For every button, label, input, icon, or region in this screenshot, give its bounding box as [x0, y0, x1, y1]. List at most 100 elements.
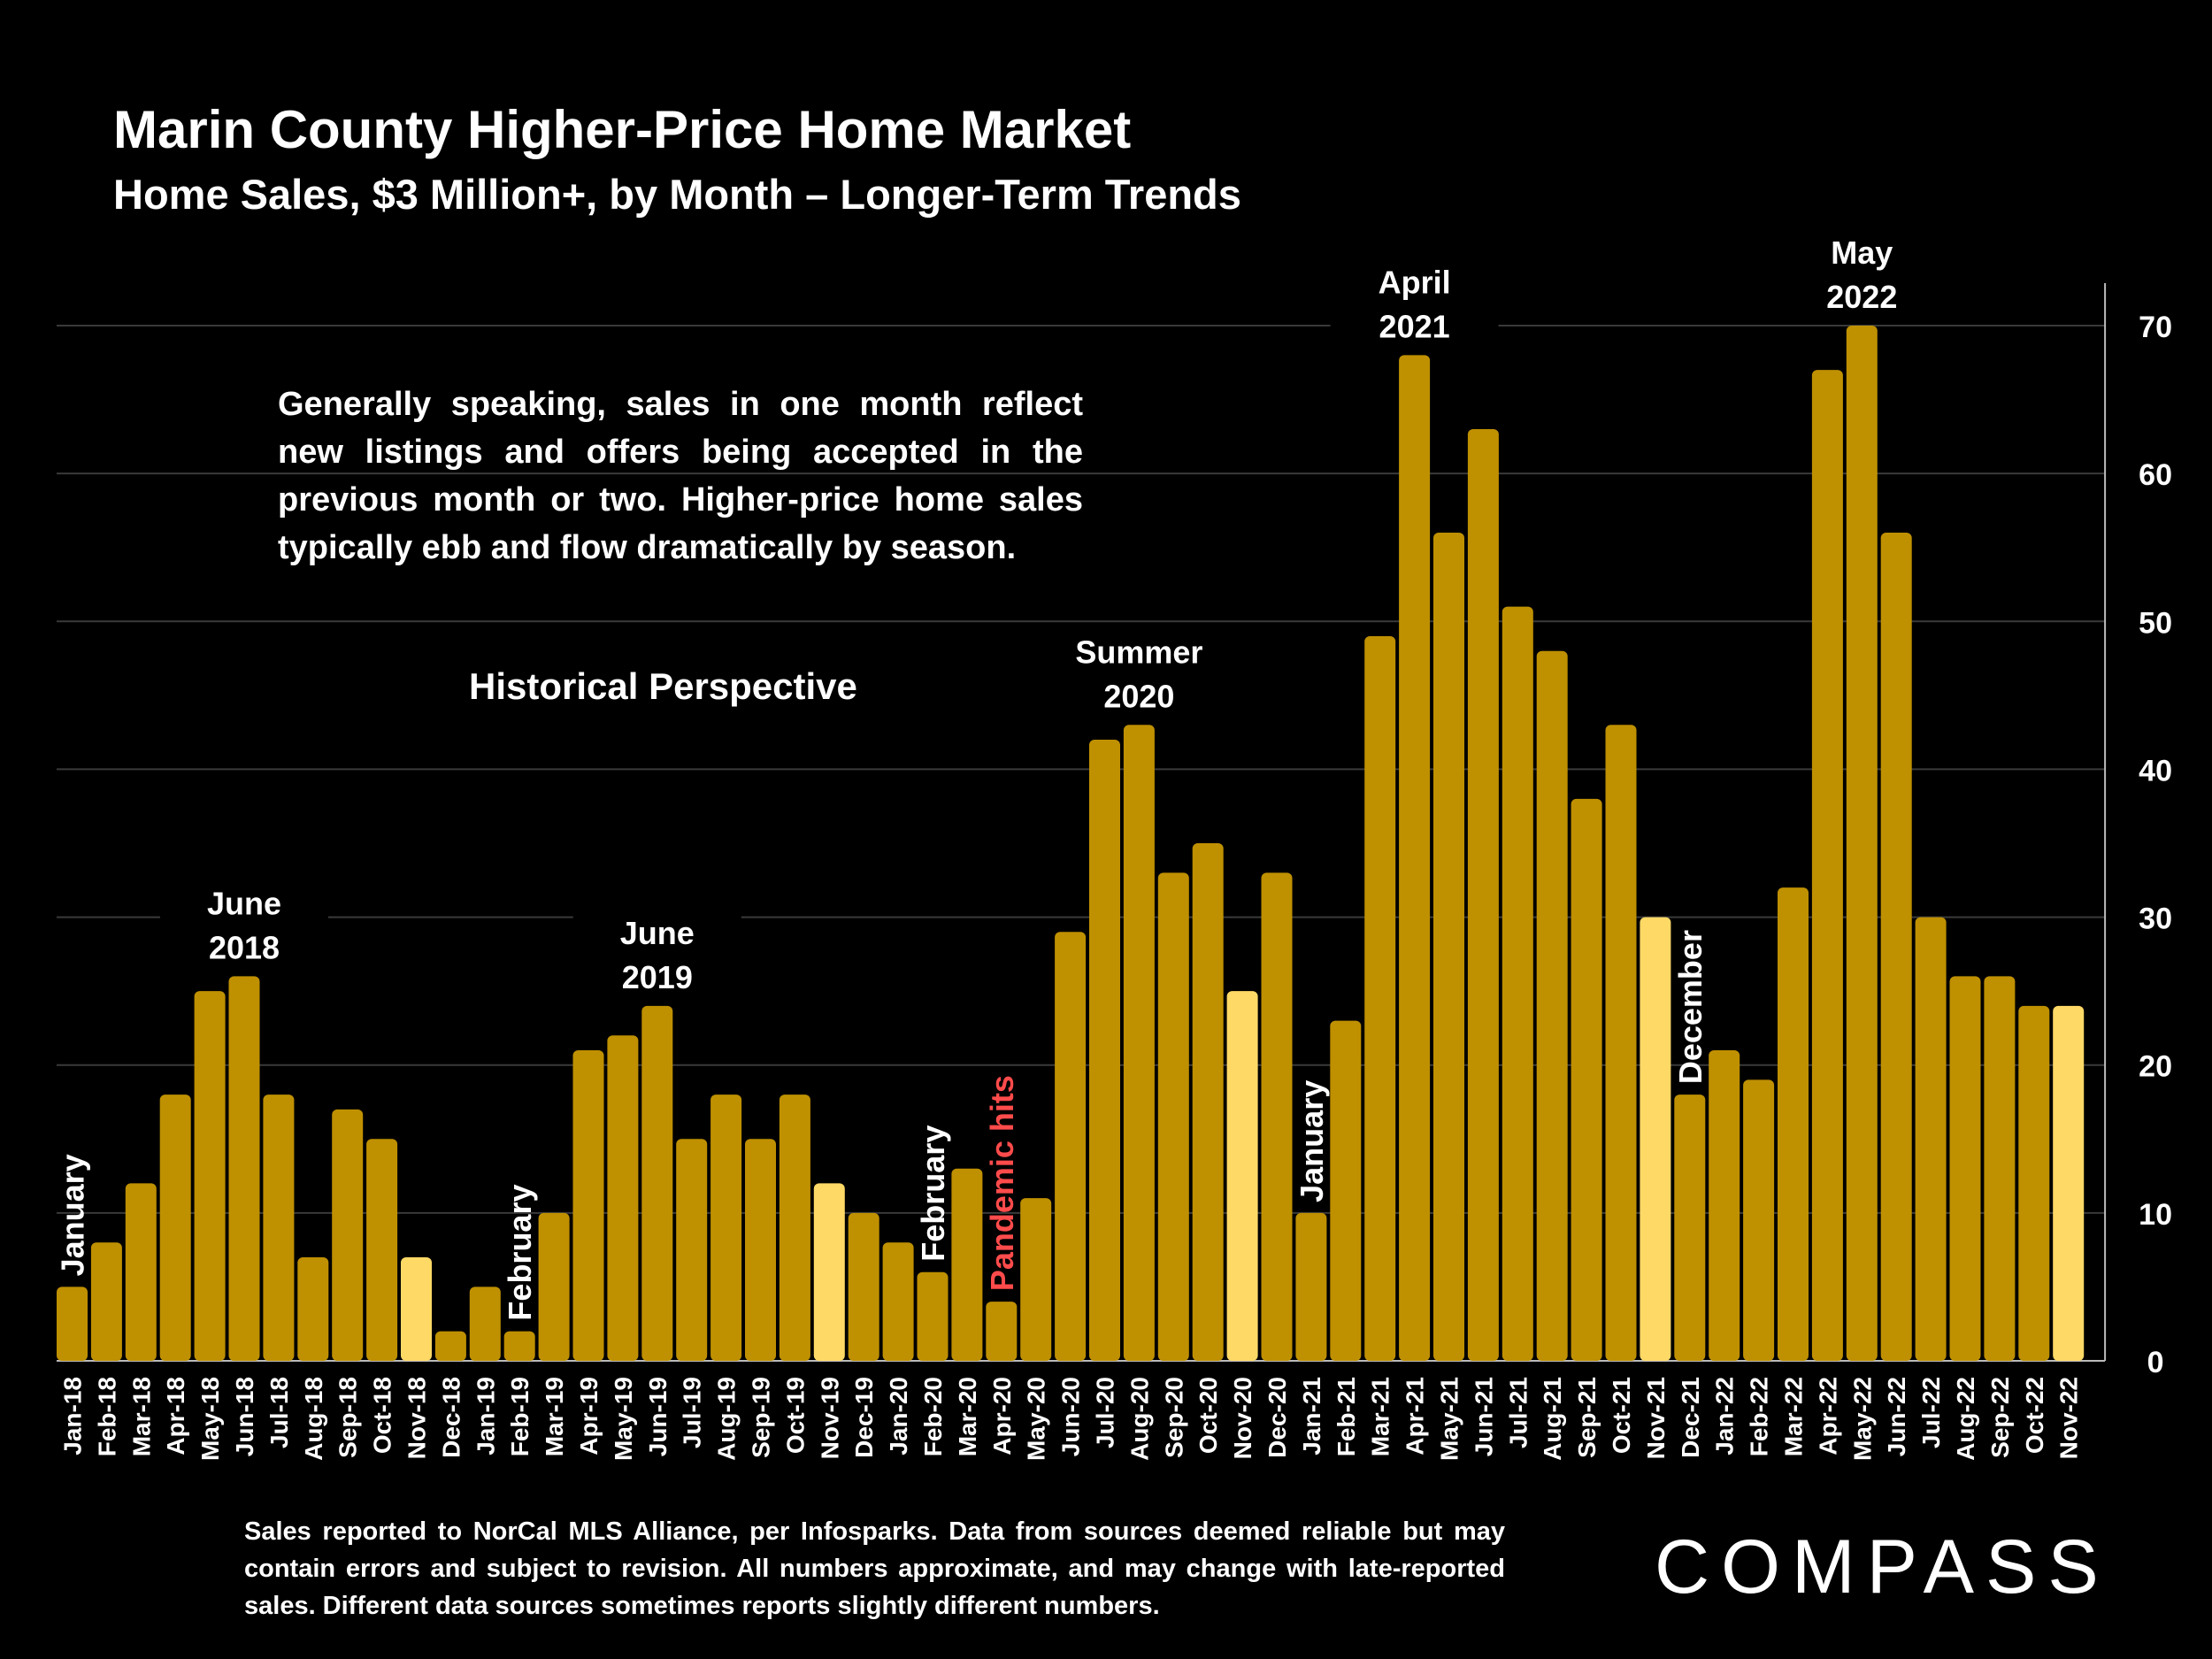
bar-nov-19: [813, 1183, 845, 1361]
bar-sep-20: [1157, 872, 1189, 1361]
annotation-label: Summer 2020: [1075, 634, 1202, 714]
compass-logo: COMPASS: [1655, 1525, 2110, 1609]
x-tick-label: Dec-18: [437, 1377, 465, 1458]
x-tick-label: Oct-21: [1608, 1377, 1635, 1454]
bar-nov-21: [1640, 917, 1671, 1361]
x-tick-label: Jul-19: [679, 1377, 706, 1448]
bar-apr-19: [572, 1050, 604, 1361]
bar-jan-22: [1709, 1050, 1740, 1361]
x-tick-label: Aug-21: [1539, 1377, 1566, 1461]
bar-aug-22: [1949, 976, 1981, 1361]
bar-mar-22: [1778, 887, 1809, 1361]
x-tick-label: Aug-20: [1125, 1377, 1153, 1461]
annotation-label: February: [915, 1125, 951, 1262]
x-tick-label: Aug-22: [1952, 1377, 1979, 1461]
bar-oct-21: [1605, 725, 1637, 1361]
bar-feb-18: [90, 1242, 122, 1361]
annotation-label: February: [502, 1185, 538, 1321]
bar-mar-20: [951, 1168, 983, 1361]
bar-feb-19: [503, 1331, 535, 1361]
bar-jun-22: [1880, 533, 1912, 1361]
x-tick-label: Dec-19: [850, 1377, 878, 1458]
x-tick-label: Oct-22: [2021, 1377, 2048, 1454]
x-tick-label: Jan-20: [885, 1377, 912, 1455]
annotation-backdrop: [1330, 256, 1499, 354]
bar-feb-20: [917, 1271, 949, 1361]
bar-sep-22: [1984, 976, 2016, 1361]
bar-jul-18: [263, 1094, 295, 1361]
bar-dec-19: [848, 1212, 879, 1361]
annotation-label: April 2021: [1379, 264, 1451, 344]
x-tick-label: Aug-18: [300, 1377, 327, 1461]
bar-jul-20: [1089, 740, 1120, 1361]
bar-may-18: [194, 991, 226, 1361]
bar-may-21: [1433, 533, 1464, 1361]
x-tick-label: Mar-20: [954, 1377, 981, 1456]
x-tick-label: Jan-19: [472, 1377, 499, 1455]
x-tick-label: Feb-22: [1746, 1377, 1773, 1456]
y-tick-label: 60: [2139, 458, 2172, 492]
bar-jan-18: [57, 1286, 88, 1361]
explanatory-note: Generally speaking, sales in one month r…: [278, 386, 1083, 566]
x-tick-label: Apr-21: [1402, 1377, 1429, 1455]
bar-oct-22: [2018, 1005, 2050, 1361]
bar-sep-19: [745, 1139, 776, 1361]
annotation-label: June 2018: [207, 885, 281, 965]
x-tick-label: Apr-19: [575, 1377, 603, 1455]
annotation-backdrop: [1055, 626, 1224, 724]
x-tick-label: Oct-19: [781, 1377, 809, 1454]
y-tick-label: 70: [2139, 311, 2172, 344]
bar-aug-21: [1536, 650, 1568, 1361]
historical-perspective-label: Historical Perspective: [469, 665, 857, 707]
x-tick-label: Feb-20: [919, 1377, 947, 1456]
x-tick-label: Nov-19: [816, 1377, 843, 1459]
y-tick-label: 30: [2139, 902, 2172, 936]
x-tick-label: May-22: [1848, 1377, 1876, 1461]
x-tick-label: Oct-18: [369, 1377, 396, 1454]
bar-nov-18: [401, 1257, 432, 1361]
x-tick-label: Nov-20: [1229, 1377, 1256, 1459]
bar-mar-18: [125, 1183, 157, 1361]
annotation-label: January: [55, 1154, 91, 1276]
bar-oct-18: [366, 1139, 398, 1361]
x-tick-label: Sep-19: [748, 1377, 775, 1458]
x-tick-label: Jul-22: [1917, 1377, 1945, 1448]
y-tick-label: 40: [2139, 754, 2172, 787]
bar-feb-22: [1743, 1079, 1775, 1361]
bar-apr-18: [159, 1094, 191, 1361]
x-tick-label: Nov-18: [403, 1377, 431, 1459]
bar-apr-21: [1399, 355, 1431, 1361]
bar-oct-19: [779, 1094, 810, 1361]
bar-sep-21: [1571, 798, 1602, 1361]
chart-subtitle: Home Sales, $3 Million+, by Month – Long…: [113, 171, 1241, 218]
x-tick-label: Mar-18: [127, 1377, 155, 1456]
x-tick-label: Feb-21: [1333, 1377, 1360, 1456]
bar-dec-21: [1674, 1094, 1706, 1361]
bar-apr-20: [986, 1302, 1018, 1361]
x-tick-label: Aug-19: [713, 1377, 741, 1461]
x-tick-label: Mar-19: [541, 1377, 568, 1456]
bar-nov-22: [2053, 1005, 2085, 1361]
y-tick-label: 0: [2147, 1346, 2164, 1379]
annotation-backdrop: [1778, 227, 1947, 324]
bar-oct-20: [1192, 843, 1224, 1361]
x-tick-label: Nov-21: [1642, 1377, 1670, 1459]
x-tick-label: Dec-21: [1677, 1377, 1704, 1458]
bar-dec-18: [434, 1331, 466, 1361]
bar-aug-19: [710, 1094, 742, 1361]
x-tick-label: Dec-20: [1263, 1377, 1291, 1458]
x-tick-label: Mar-21: [1367, 1377, 1394, 1456]
x-tick-label: Jul-21: [1504, 1377, 1532, 1448]
bar-dec-20: [1261, 872, 1293, 1361]
bar-jul-22: [1915, 917, 1947, 1361]
x-tick-label: Jun-19: [644, 1377, 672, 1456]
annotation-label: May 2022: [1826, 234, 1897, 315]
annotation-label: December: [1672, 930, 1709, 1084]
x-tick-label: Sep-20: [1160, 1377, 1187, 1458]
x-tick-label: May-19: [610, 1377, 637, 1461]
x-tick-label: Nov-22: [2055, 1377, 2083, 1459]
x-tick-label: Sep-22: [1986, 1377, 2014, 1458]
bar-jun-19: [641, 1005, 673, 1361]
x-tick-label: Jun-20: [1057, 1377, 1085, 1456]
bar-aug-18: [297, 1257, 329, 1361]
